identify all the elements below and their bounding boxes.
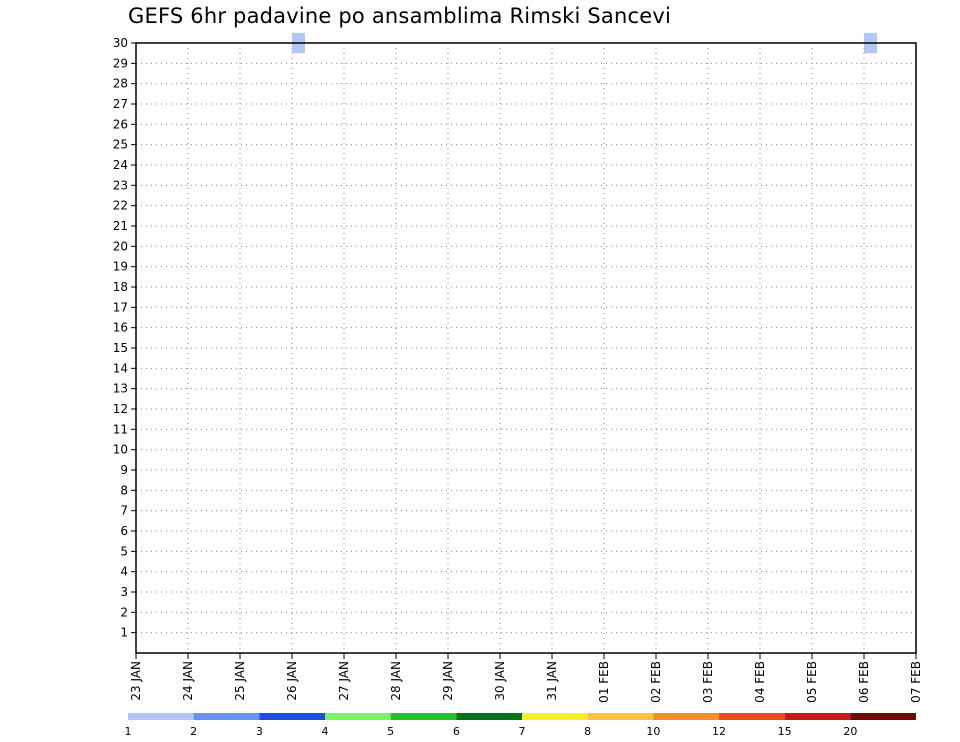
x-tick-label: 02 FEB bbox=[649, 661, 663, 703]
colorbar-swatch bbox=[850, 713, 916, 720]
colorbar-label: 12 bbox=[712, 725, 726, 738]
y-tick-label: 4 bbox=[120, 565, 128, 579]
x-tick-label: 03 FEB bbox=[701, 661, 715, 703]
y-tick-label: 26 bbox=[113, 117, 128, 131]
chart-title: GEFS 6hr padavine po ansamblima Rimski S… bbox=[128, 4, 672, 28]
y-tick-label: 9 bbox=[120, 463, 128, 477]
colorbar-swatch bbox=[390, 713, 457, 720]
x-tick-label: 31 JAN bbox=[545, 661, 559, 701]
x-tick-label: 05 FEB bbox=[805, 661, 819, 703]
y-tick-label: 27 bbox=[113, 97, 128, 111]
colorbar-label: 1 bbox=[125, 725, 132, 738]
x-tick-label: 04 FEB bbox=[753, 661, 767, 703]
y-tick-label: 24 bbox=[113, 158, 128, 172]
colorbar-swatch bbox=[719, 713, 785, 720]
colorbar-swatch bbox=[325, 713, 391, 720]
colorbar-label: 2 bbox=[190, 725, 197, 738]
y-tick-label: 16 bbox=[113, 321, 128, 335]
y-tick-label: 28 bbox=[113, 77, 128, 91]
colorbar-legend: 1 2 3 4 5 6 7 8 10 12 15 20 bbox=[125, 713, 916, 738]
colorbar-swatch bbox=[193, 713, 260, 720]
y-tick-label: 1 bbox=[120, 626, 128, 640]
y-tick-label: 7 bbox=[120, 504, 128, 518]
gridlines bbox=[136, 42, 916, 653]
x-tick-label: 27 JAN bbox=[337, 661, 351, 701]
y-tick-label: 15 bbox=[113, 341, 128, 355]
y-tick-label: 13 bbox=[113, 382, 128, 396]
colorbar-swatch bbox=[784, 713, 851, 720]
colorbar-label: 6 bbox=[453, 725, 460, 738]
y-tick-label: 12 bbox=[113, 402, 128, 416]
y-tick-label: 14 bbox=[113, 361, 128, 375]
colorbar-label: 20 bbox=[843, 725, 857, 738]
y-tick-label: 17 bbox=[113, 300, 128, 314]
x-tick-label: 30 JAN bbox=[493, 661, 507, 701]
colorbar-swatch bbox=[653, 713, 719, 720]
y-tick-label: 23 bbox=[113, 178, 128, 192]
colorbar-label: 3 bbox=[256, 725, 263, 738]
y-tick-label: 2 bbox=[120, 605, 128, 619]
x-tick-label: 01 FEB bbox=[597, 661, 611, 703]
colorbar-label: 8 bbox=[584, 725, 591, 738]
y-tick-label: 21 bbox=[113, 219, 128, 233]
x-axis-ticks: 23 JAN 24 JAN 25 JAN 26 JAN 27 JAN 28 JAN 29 J… bbox=[129, 653, 923, 703]
y-tick-label: 18 bbox=[113, 280, 128, 294]
colorbar-swatch bbox=[587, 713, 654, 720]
y-tick-label: 29 bbox=[113, 56, 128, 70]
x-tick-label: 23 JAN bbox=[129, 661, 143, 701]
colorbar-label: 15 bbox=[778, 725, 792, 738]
y-tick-label: 30 bbox=[113, 36, 128, 50]
y-tick-label: 8 bbox=[120, 483, 128, 497]
y-tick-label: 6 bbox=[120, 524, 128, 538]
y-axis-ticks: 1234567891011121314151617181920212223242… bbox=[113, 36, 136, 640]
colorbar-label: 4 bbox=[322, 725, 329, 738]
colorbar-swatch bbox=[259, 713, 325, 720]
colorbar-swatch bbox=[522, 713, 588, 720]
y-tick-label: 25 bbox=[113, 138, 128, 152]
y-tick-label: 10 bbox=[113, 443, 128, 457]
x-tick-label: 07 FEB bbox=[909, 661, 923, 703]
colorbar-label: 10 bbox=[646, 725, 660, 738]
colorbar-swatch bbox=[128, 713, 194, 720]
y-tick-label: 22 bbox=[113, 199, 128, 213]
y-tick-label: 11 bbox=[113, 422, 128, 436]
y-tick-label: 19 bbox=[113, 260, 128, 274]
y-tick-label: 5 bbox=[120, 544, 128, 558]
colorbar-label: 5 bbox=[387, 725, 394, 738]
y-tick-label: 20 bbox=[113, 239, 128, 253]
y-tick-label: 3 bbox=[120, 585, 128, 599]
colorbar-swatch bbox=[456, 713, 522, 720]
x-tick-label: 25 JAN bbox=[233, 661, 247, 701]
x-tick-label: 26 JAN bbox=[285, 661, 299, 701]
x-tick-label: 28 JAN bbox=[389, 661, 403, 701]
x-tick-label: 24 JAN bbox=[181, 661, 195, 701]
x-tick-label: 06 FEB bbox=[857, 661, 871, 703]
colorbar-label: 7 bbox=[519, 725, 526, 738]
x-tick-label: 29 JAN bbox=[441, 661, 455, 701]
